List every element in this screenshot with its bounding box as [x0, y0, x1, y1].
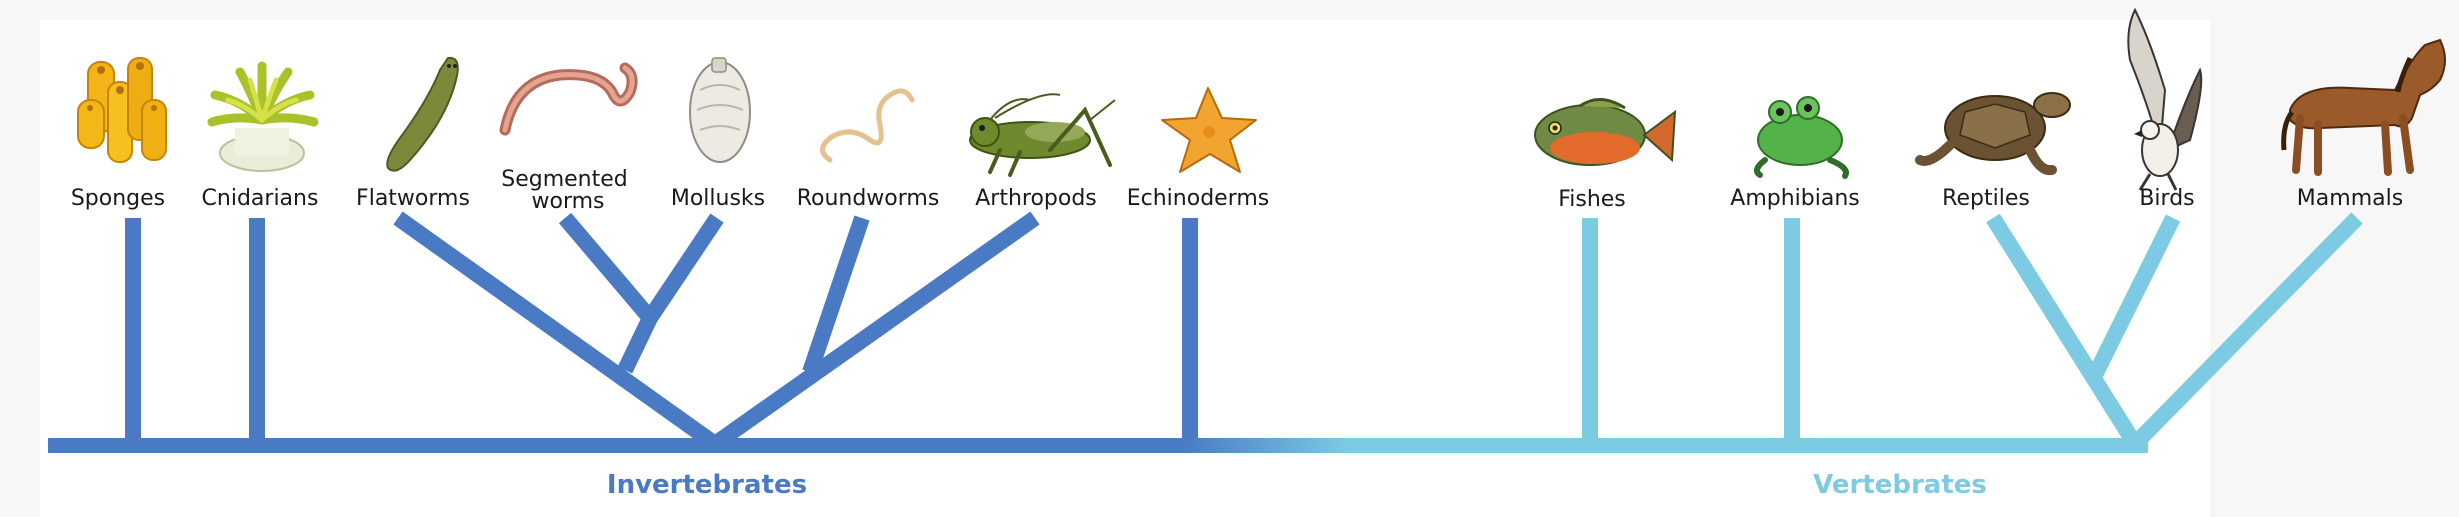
horse-icon — [2281, 38, 2446, 176]
label-amphibians: Amphibians — [1730, 186, 1859, 211]
branch-mammals — [2129, 212, 2363, 450]
sea-anemone-icon — [207, 61, 319, 172]
fish-icon — [1534, 98, 1677, 166]
branch-mollusks — [643, 213, 724, 323]
label-reptiles: Reptiles — [1942, 186, 2030, 211]
label-arthropods: Arthropods — [975, 186, 1097, 211]
group-label-vertebrates: Vertebrates — [1813, 470, 1987, 500]
label-echinoderms: Echinoderms — [1127, 186, 1270, 211]
grasshopper-icon — [969, 93, 1116, 177]
taxon-labels: Sponges Cnidarians Flatworms Segmented w… — [71, 167, 2403, 214]
label-cnidarians: Cnidarians — [202, 186, 319, 211]
branch-segmented-worms — [558, 212, 657, 324]
label-mollusks: Mollusks — [671, 186, 765, 211]
frog-icon — [1753, 96, 1849, 179]
branch-flatworms — [393, 211, 720, 451]
branch-roundworms — [802, 215, 870, 375]
roundworm-icon — [820, 88, 915, 163]
label-fishes: Fishes — [1558, 187, 1626, 212]
flatworm-icon — [386, 56, 459, 172]
earthworm-icon — [499, 62, 638, 136]
branch-reptiles — [1986, 213, 2142, 449]
bird-icon — [2127, 7, 2203, 191]
label-birds: Birds — [2139, 186, 2194, 211]
branch-birds — [2087, 214, 2181, 379]
turtle-icon — [1915, 92, 2071, 176]
clam-shell-icon — [689, 57, 751, 163]
starfish-icon — [1161, 87, 1257, 173]
organism-illustrations — [77, 7, 2446, 191]
branch-arthropods — [710, 211, 1040, 451]
tree-trunk — [48, 438, 2148, 453]
label-sponges: Sponges — [71, 186, 165, 211]
label-roundworms: Roundworms — [797, 186, 940, 211]
background-panel — [40, 20, 2210, 517]
label-mammals: Mammals — [2297, 186, 2403, 211]
label-segmented-worms: Segmented worms — [501, 167, 635, 214]
sponge-icon — [77, 57, 167, 163]
group-label-invertebrates: Invertebrates — [607, 470, 807, 500]
label-flatworms: Flatworms — [356, 186, 470, 211]
tree-branches — [48, 211, 2363, 453]
branch-worm-mollusk-stem — [617, 314, 658, 374]
